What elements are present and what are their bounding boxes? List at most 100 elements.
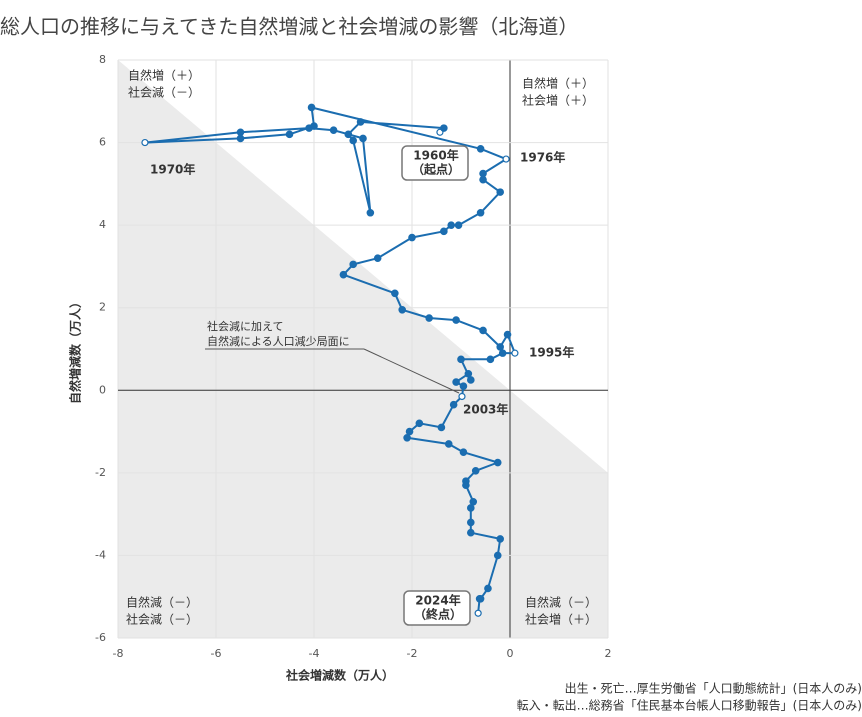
point — [403, 433, 411, 442]
quadrant-label: 自然減（－） — [525, 595, 597, 610]
x-tick-label: -4 — [309, 647, 320, 660]
callout-text: 社会減に加えて — [207, 319, 283, 333]
point — [459, 448, 468, 457]
point — [310, 122, 318, 130]
boxed-label: （終点） — [414, 607, 462, 622]
y-tick-label: -4 — [95, 548, 106, 561]
point — [373, 254, 382, 262]
point — [329, 126, 338, 134]
point — [466, 504, 475, 512]
point — [496, 535, 505, 543]
point — [466, 528, 475, 537]
point — [440, 227, 448, 236]
point — [349, 136, 358, 145]
y-tick-label: -6 — [95, 631, 106, 644]
point — [285, 130, 294, 139]
boxed-label: 2024年 — [415, 593, 460, 608]
point — [502, 155, 510, 163]
point — [415, 419, 424, 428]
x-tick-label: -6 — [211, 647, 222, 660]
source-note: 出生・死亡…厚生労働省「人口動態統計」(日本人のみ) — [565, 681, 862, 696]
year-label: 1970年 — [150, 162, 195, 177]
source-note: 転入・転出…総務省「住民基本台帳人口移動報告」(日本人のみ) — [517, 698, 862, 713]
point — [454, 221, 463, 229]
point — [474, 609, 482, 617]
label-box — [401, 145, 469, 181]
x-tick-label: -8 — [113, 647, 124, 660]
point — [498, 349, 507, 357]
point — [471, 466, 480, 475]
point — [349, 260, 358, 269]
point — [457, 355, 465, 364]
point — [141, 138, 149, 147]
point — [307, 103, 316, 112]
point — [236, 128, 245, 137]
point — [437, 423, 446, 432]
year-label: 1976年 — [520, 150, 565, 165]
point — [452, 316, 460, 324]
boxed-label: 1960年 — [413, 148, 458, 163]
point — [408, 233, 416, 242]
point — [344, 130, 353, 139]
boxed-label: （起点） — [412, 162, 460, 177]
y-tick-label: 8 — [99, 53, 106, 66]
x-tick-label: 0 — [507, 647, 514, 660]
point — [493, 551, 502, 560]
point — [484, 584, 492, 593]
point — [469, 497, 478, 506]
year-label: 2003年 — [463, 402, 508, 417]
point — [447, 221, 456, 229]
point — [459, 382, 468, 390]
point — [476, 144, 485, 153]
callout-text: 自然減による人口減少局面に — [207, 334, 350, 348]
point — [356, 118, 365, 126]
y-tick-label: 6 — [99, 136, 106, 149]
point — [466, 376, 475, 384]
callout-line — [363, 348, 460, 394]
point — [493, 458, 502, 467]
quadrant-label: 社会減（－） — [126, 612, 198, 627]
point — [398, 305, 407, 314]
point — [425, 314, 433, 322]
point — [359, 134, 367, 143]
quadrant-label: 社会減（－） — [128, 85, 200, 100]
point — [511, 349, 519, 357]
quadrant-label: 自然減（－） — [126, 595, 198, 610]
point — [366, 208, 375, 217]
point — [479, 326, 487, 335]
point — [391, 289, 399, 298]
point — [339, 270, 348, 279]
point — [405, 427, 414, 436]
point — [503, 330, 512, 339]
y-tick-label: -2 — [95, 466, 106, 479]
point — [236, 134, 245, 143]
x-tick-label: 2 — [605, 647, 612, 660]
point — [496, 188, 505, 196]
point — [475, 594, 484, 603]
year-label: 1995年 — [529, 345, 574, 360]
point — [486, 355, 495, 364]
x-axis-label: 社会増減数（万人） — [285, 668, 394, 683]
point — [496, 343, 505, 351]
point — [466, 518, 475, 527]
point — [479, 175, 487, 184]
point — [476, 208, 485, 217]
point — [449, 400, 458, 409]
quadrant-label: 社会増（＋） — [525, 612, 597, 627]
y-tick-label: 4 — [99, 218, 106, 231]
point — [458, 392, 466, 401]
chart-title: 総人口の推移に与えてきた自然増減と社会増減の影響（北海道） — [0, 15, 578, 39]
quadrant-label: 自然増（＋） — [128, 68, 200, 83]
quadrant-label: 自然増（＋） — [522, 76, 594, 91]
y-axis-label: 自然増減数（万人） — [68, 296, 83, 404]
point — [452, 378, 460, 386]
y-tick-label: 2 — [99, 301, 106, 314]
point — [444, 440, 453, 448]
point — [479, 169, 487, 178]
point — [440, 124, 448, 132]
point — [464, 369, 473, 378]
point — [462, 481, 470, 490]
quadrant-label: 社会増（＋） — [522, 93, 594, 108]
x-tick-label: -2 — [407, 647, 418, 660]
